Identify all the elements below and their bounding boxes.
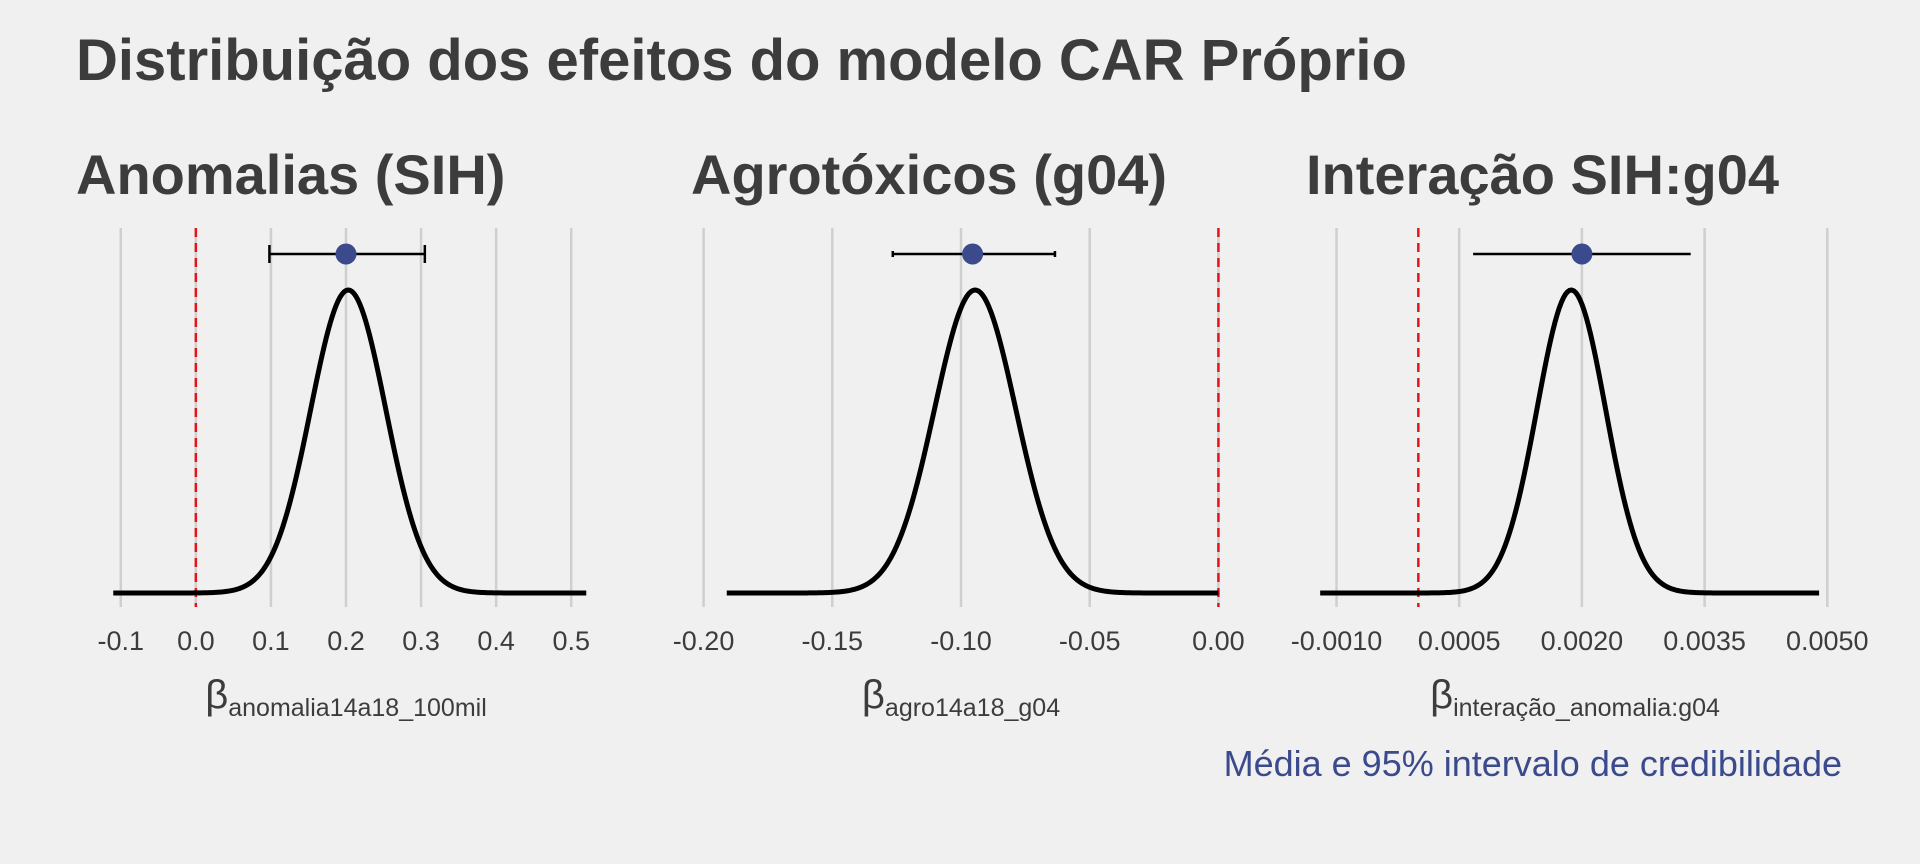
grid-lines	[119, 228, 573, 607]
x-tick-label: -0.20	[673, 626, 735, 656]
x-tick-label: 0.4	[477, 626, 515, 656]
x-tick-labels: -0.1 0.0 0.1 0.2 0.3 0.4 0.5	[98, 626, 591, 656]
x-tick-label: 0.2	[327, 626, 365, 656]
plot-marks	[112, 228, 587, 607]
mean-point	[962, 243, 984, 265]
panel-title: Anomalias (SIH)	[76, 143, 505, 206]
x-tick-label: -0.0010	[1291, 626, 1383, 656]
grid-lines	[702, 228, 1220, 607]
density-curve	[726, 287, 1219, 596]
main-title: Distribuição dos efeitos do modelo CAR P…	[76, 28, 1407, 93]
plot-marks	[1319, 228, 1820, 607]
panel-anomalias: Anomalias (SIH) -0.1 0.0 0.1 0.2 0.3 0.4 0.5 β…	[76, 143, 590, 722]
x-axis-label-symbol: β	[862, 673, 885, 717]
x-axis-label: βinteração_anomalia:g04	[1430, 673, 1720, 722]
x-tick-labels: -0.20 -0.15 -0.10 -0.05 0.00	[673, 626, 1245, 656]
x-axis-label: βagro14a18_g04	[862, 673, 1060, 722]
x-tick-label: 0.1	[252, 626, 290, 656]
x-axis-label-symbol: β	[1430, 673, 1453, 717]
panel-agrotoxicos: Agrotóxicos (g04) -0.20 -0.15 -0.10 -0.05 0.…	[673, 143, 1245, 722]
plot-marks	[726, 228, 1220, 607]
x-tick-label: 0.00	[1192, 626, 1245, 656]
x-tick-label: 0.0	[177, 626, 215, 656]
x-axis-label: βanomalia14a18_100mil	[205, 673, 487, 722]
x-tick-label: -0.10	[930, 626, 992, 656]
x-tick-label: -0.15	[802, 626, 864, 656]
density-curve	[1319, 287, 1820, 596]
x-axis-label-symbol: β	[205, 673, 228, 717]
x-axis-label-subscript: interação_anomalia:g04	[1453, 694, 1720, 722]
density-curve	[112, 287, 587, 596]
x-axis-label-subscript: agro14a18_g04	[885, 694, 1060, 722]
x-tick-label: 0.0050	[1786, 626, 1869, 656]
x-tick-label: -0.05	[1059, 626, 1121, 656]
panel-title: Agrotóxicos (g04)	[691, 143, 1167, 206]
x-tick-label: 0.0035	[1663, 626, 1746, 656]
panel-interacao: Interação SIH:g04 -0.0010 0.0005 0.0020 0.0…	[1291, 143, 1869, 722]
x-axis-label-subscript: anomalia14a18_100mil	[228, 694, 487, 722]
x-tick-label: 0.0020	[1541, 626, 1624, 656]
caption: Média e 95% intervalo de credibilidade	[1224, 743, 1842, 784]
mean-point	[1571, 243, 1593, 265]
x-tick-label: 0.3	[402, 626, 440, 656]
panel-title: Interação SIH:g04	[1306, 143, 1779, 206]
grid-lines	[1335, 228, 1829, 607]
x-tick-label: -0.1	[98, 626, 145, 656]
x-tick-label: 0.5	[552, 626, 590, 656]
mean-point	[335, 243, 357, 265]
x-tick-label: 0.0005	[1418, 626, 1501, 656]
x-tick-labels: -0.0010 0.0005 0.0020 0.0035 0.0050	[1291, 626, 1869, 656]
